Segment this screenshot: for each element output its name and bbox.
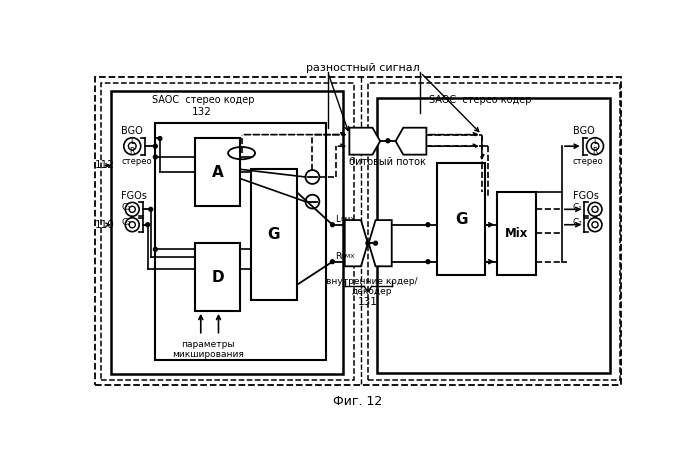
Text: 131: 131 [358,297,377,307]
Text: DMX: DMX [340,254,354,259]
Text: G: G [268,227,280,242]
Circle shape [331,223,334,227]
Text: L: L [593,137,597,146]
Bar [251,169,297,300]
Circle shape [149,207,152,211]
Circle shape [386,139,390,143]
Polygon shape [350,128,380,154]
Circle shape [374,241,377,245]
Text: L: L [130,137,134,146]
Text: BGO: BGO [122,126,143,136]
Circle shape [145,223,150,227]
Text: BGO: BGO [572,126,594,136]
Text: Mix: Mix [505,227,528,240]
Polygon shape [368,220,391,266]
Text: R: R [336,252,342,261]
Circle shape [331,260,334,264]
Circle shape [153,144,157,148]
Text: FGOs: FGOs [122,191,147,201]
Bar [368,83,621,380]
Text: стерео: стерео [122,157,152,166]
Bar [196,243,240,311]
Text: стерео: стерео [572,157,603,166]
Text: L: L [336,215,340,224]
Circle shape [158,136,162,141]
Bar [196,138,240,206]
Text: R: R [129,147,135,156]
Text: C₁: C₁ [122,202,131,212]
Bar [437,163,485,275]
Text: 112: 112 [95,160,115,171]
Text: A: A [212,165,224,180]
Circle shape [426,223,430,227]
Bar [101,83,354,380]
Text: C₂: C₂ [122,218,131,227]
Text: DMX: DMX [340,217,354,222]
Text: C₁: C₁ [572,202,582,212]
Text: Фиг. 12: Фиг. 12 [333,395,382,408]
Text: R: R [592,147,598,156]
Text: C₂: C₂ [572,218,582,227]
Circle shape [426,260,430,264]
Text: внутренние кодер/
декодер: внутренние кодер/ декодер [326,277,417,296]
Bar [110,91,343,374]
Text: SAOC  стерео кодер: SAOC стерео кодер [152,95,254,105]
Text: FGOs: FGOs [572,191,598,201]
Text: битовый поток: битовый поток [350,157,426,166]
Polygon shape [396,128,426,154]
Circle shape [153,248,157,251]
Text: G: G [455,212,468,227]
Circle shape [366,241,370,245]
Text: параметры
микширования: параметры микширования [172,340,244,359]
Bar [497,192,535,275]
Bar [155,123,326,360]
Bar [164,336,251,366]
Circle shape [153,155,157,159]
Text: D: D [211,270,224,284]
Bar [95,77,621,385]
Polygon shape [345,220,368,266]
Bar [377,98,610,373]
Text: 110: 110 [95,220,115,230]
Text: 132: 132 [192,106,212,117]
Text: SAOC  стерео кодер: SAOC стерео кодер [429,95,532,105]
Text: разностный сигнал: разностный сигнал [306,64,420,73]
